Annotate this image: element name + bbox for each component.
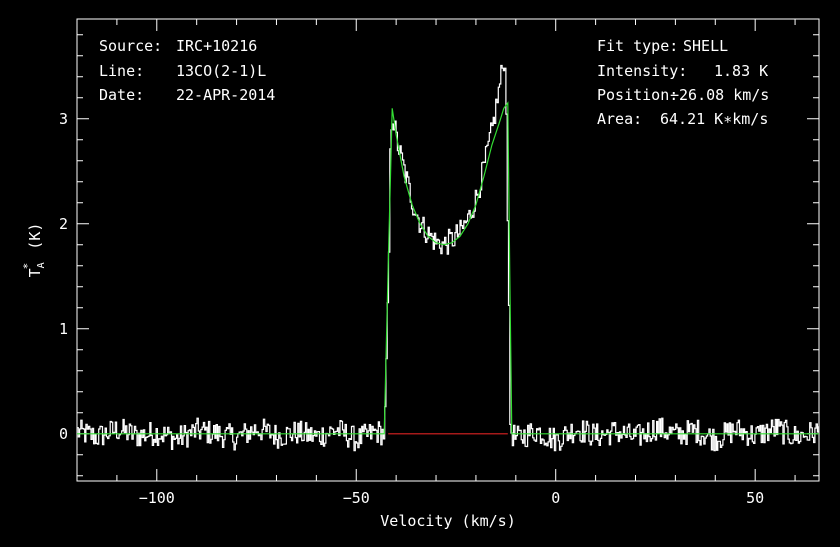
y-axis-label-symbol: T [26, 268, 44, 277]
y-tick-label: 2 [59, 215, 68, 233]
x-axis-ticks [76, 19, 796, 481]
info-area-label: Area: [597, 110, 642, 128]
info-position-value: −26.08 km/s [670, 86, 769, 104]
series-observed-spectrum-line [77, 64, 820, 452]
x-tick-label: 50 [746, 489, 764, 507]
info-fit-type-value: SHELL [683, 37, 728, 55]
x-tick-label: −50 [343, 489, 370, 507]
x-tick-label: 0 [551, 489, 560, 507]
info-intensity-label: Intensity: [597, 62, 687, 80]
plot-frame [76, 18, 820, 482]
info-source-value: IRC+10216 [176, 37, 257, 55]
y-tick-label: 3 [59, 110, 68, 128]
info-date-label: Date: [99, 86, 144, 104]
y-tick-label: 1 [59, 320, 68, 338]
series-shell-fit-line [77, 101, 819, 435]
info-line-value: 13CO(2-1)L [176, 62, 266, 80]
series-layer [77, 64, 820, 452]
info-fit-type-label: Fit type: [597, 37, 678, 55]
x-axis-tick-labels: −100 −50 0 50 [139, 489, 764, 507]
info-source-label: Source: [99, 37, 162, 55]
y-axis-label-superscript: * [21, 263, 34, 270]
info-line-label: Line: [99, 62, 144, 80]
y-tick-label: 0 [59, 425, 68, 443]
x-tick-label: −100 [139, 489, 175, 507]
info-date-value: 22-APR-2014 [176, 86, 275, 104]
info-intensity-value: 1.83 K [714, 62, 768, 80]
x-axis-label: Velocity (km/s) [380, 512, 515, 530]
y-axis-label-unit: (K) [26, 223, 44, 259]
info-block-left: Source: IRC+10216 Line: 13CO(2-1)L Date:… [99, 37, 275, 104]
y-axis-tick-labels: 0 1 2 3 [59, 110, 68, 443]
y-axis-label-subscript: A [36, 262, 47, 268]
y-axis-label: TA* (K) [21, 223, 47, 278]
info-position-label: Position: [597, 86, 678, 104]
info-block-right: Fit type: SHELL Intensity: 1.83 K Positi… [597, 37, 769, 128]
svg-text:TA* (K): TA* (K) [21, 223, 47, 278]
info-area-value: 64.21 K∗km/s [660, 110, 768, 128]
